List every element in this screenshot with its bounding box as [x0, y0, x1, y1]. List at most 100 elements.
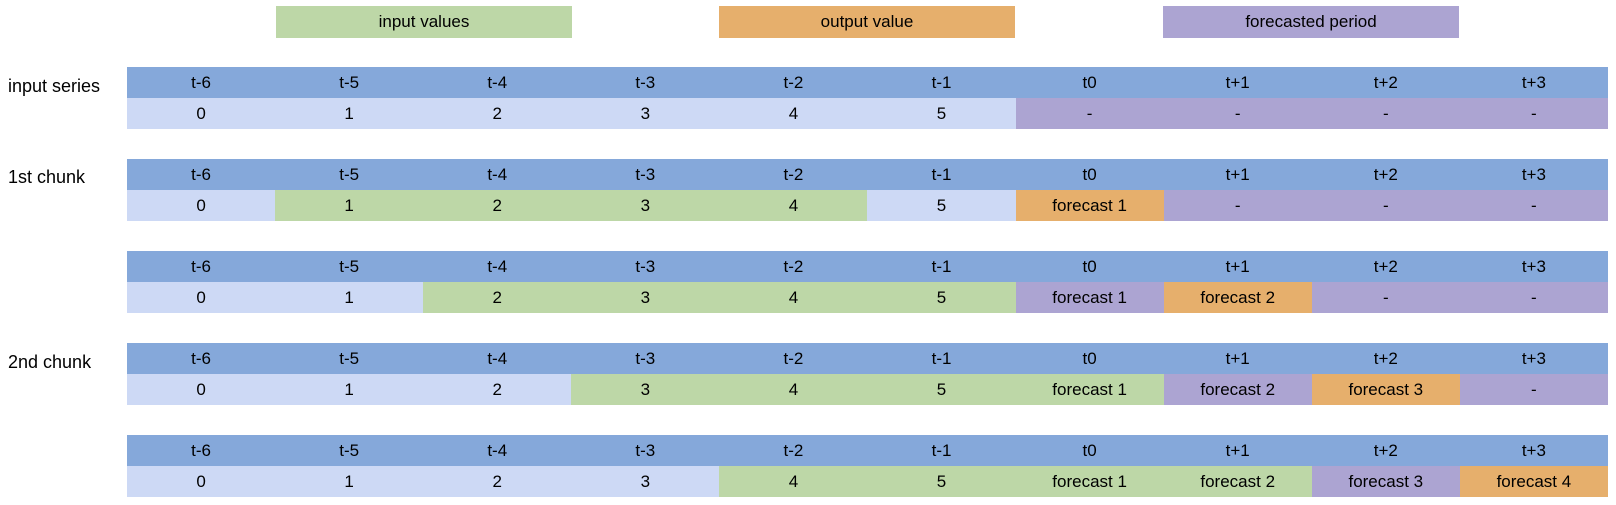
legend-input-values: input values — [276, 6, 572, 38]
value-cell-base: 2 — [423, 466, 572, 497]
time-header-cell: t-2 — [719, 435, 868, 466]
time-header-cell: t-3 — [571, 159, 720, 190]
sequence-block-4: t-6 t-5 t-4 t-3 t-2 t-1 t0 t+1 t+2 t+3 0 1 2 3 4 5 forec… — [127, 343, 1608, 405]
value-cell-input: forecast 1 — [1015, 374, 1164, 405]
time-header-cell: t-1 — [867, 67, 1016, 98]
time-header-row: t-6 t-5 t-4 t-3 t-2 t-1 t0 t+1 t+2 t+3 — [127, 251, 1608, 282]
value-cell-input: 4 — [719, 190, 868, 221]
value-cell-base: 0 — [127, 282, 276, 313]
value-cell-base: 3 — [571, 466, 720, 497]
value-cell-forecast: - — [1459, 98, 1608, 129]
value-cell-base: 1 — [275, 466, 424, 497]
value-cell-forecast: forecast 3 — [1311, 466, 1460, 497]
time-header-row: t-6 t-5 t-4 t-3 t-2 t-1 t0 t+1 t+2 t+3 — [127, 67, 1608, 98]
value-cell-base: 0 — [127, 98, 276, 129]
time-header-cell: t-3 — [571, 251, 720, 282]
legend-output-value: output value — [719, 6, 1015, 38]
time-header-row: t-6 t-5 t-4 t-3 t-2 t-1 t0 t+1 t+2 t+3 — [127, 343, 1608, 374]
time-header-cell: t+3 — [1459, 251, 1608, 282]
time-header-cell: t-5 — [275, 67, 424, 98]
time-header-cell: t0 — [1015, 343, 1164, 374]
time-header-cell: t-4 — [423, 159, 572, 190]
value-cell-forecast: - — [1459, 190, 1608, 221]
time-header-row: t-6 t-5 t-4 t-3 t-2 t-1 t0 t+1 t+2 t+3 — [127, 435, 1608, 466]
value-cell-base: 5 — [867, 190, 1016, 221]
value-cell-input: 2 — [423, 190, 572, 221]
value-cell-forecast: - — [1311, 190, 1460, 221]
time-header-cell: t+3 — [1459, 67, 1608, 98]
value-cell-input: forecast 1 — [1015, 466, 1164, 497]
time-header-cell: t-3 — [571, 343, 720, 374]
value-cell-input: 3 — [571, 374, 720, 405]
value-cell-base: 1 — [275, 374, 424, 405]
time-header-cell: t-1 — [867, 159, 1016, 190]
value-cell-output: forecast 1 — [1015, 190, 1164, 221]
time-header-cell: t-5 — [275, 159, 424, 190]
value-cell-input: 5 — [867, 374, 1016, 405]
time-header-cell: t+3 — [1459, 435, 1608, 466]
value-cell-input: 5 — [867, 466, 1016, 497]
time-header-cell: t0 — [1015, 159, 1164, 190]
value-cell-base: 1 — [275, 98, 424, 129]
value-cell-input: 3 — [571, 190, 720, 221]
value-cell-input: 4 — [719, 466, 868, 497]
time-header-cell: t+1 — [1163, 251, 1312, 282]
value-cell-input: forecast 2 — [1163, 466, 1312, 497]
time-header-cell: t-6 — [127, 435, 276, 466]
value-cell-input: 4 — [719, 282, 868, 313]
time-header-cell: t-2 — [719, 159, 868, 190]
value-cell-base: 2 — [423, 98, 572, 129]
time-header-cell: t+3 — [1459, 343, 1608, 374]
value-cell-forecast: forecast 2 — [1163, 374, 1312, 405]
time-header-row: t-6 t-5 t-4 t-3 t-2 t-1 t0 t+1 t+2 t+3 — [127, 159, 1608, 190]
value-cell-input: 2 — [423, 282, 572, 313]
time-header-cell: t-2 — [719, 67, 868, 98]
time-header-cell: t+2 — [1311, 159, 1460, 190]
value-row: 0 1 2 3 4 5 forecast 1 forecast 2-- — [127, 282, 1608, 313]
sequence-block-2: t-6 t-5 t-4 t-3 t-2 t-1 t0 t+1 t+2 t+3 0 1 2 3 4 5 forec… — [127, 159, 1608, 221]
value-cell-forecast: - — [1163, 98, 1312, 129]
time-header-cell: t+1 — [1163, 159, 1312, 190]
time-header-cell: t-5 — [275, 251, 424, 282]
time-header-cell: t-5 — [275, 435, 424, 466]
value-cell-output: forecast 4 — [1459, 466, 1608, 497]
time-header-cell: t-3 — [571, 67, 720, 98]
row-label-2nd-chunk: 2nd chunk — [8, 351, 92, 372]
value-cell-input: 3 — [571, 282, 720, 313]
value-cell-forecast: - — [1459, 282, 1608, 313]
row-label-input-series: input series — [8, 75, 101, 96]
time-header-cell: t+2 — [1311, 251, 1460, 282]
value-cell-base: 5 — [867, 98, 1016, 129]
time-header-cell: t-6 — [127, 343, 276, 374]
time-header-cell: t-2 — [719, 343, 868, 374]
sequence-block-5: t-6 t-5 t-4 t-3 t-2 t-1 t0 t+1 t+2 t+3 0 1 2 3 4 5 forec… — [127, 435, 1608, 497]
time-header-cell: t-6 — [127, 159, 276, 190]
time-header-cell: t+3 — [1459, 159, 1608, 190]
value-cell-input: 1 — [275, 190, 424, 221]
value-row: 0 1 2 3 4 5 forecast 1--- — [127, 190, 1608, 221]
value-cell-forecast: - — [1311, 98, 1460, 129]
time-header-cell: t-6 — [127, 67, 276, 98]
time-header-cell: t-5 — [275, 343, 424, 374]
value-cell-base: 0 — [127, 374, 276, 405]
legend-forecasted-period: forecasted period — [1163, 6, 1459, 38]
time-header-cell: t-4 — [423, 435, 572, 466]
value-cell-forecast: - — [1015, 98, 1164, 129]
sequence-block-3: t-6 t-5 t-4 t-3 t-2 t-1 t0 t+1 t+2 t+3 0 1 2 3 4 5 forec… — [127, 251, 1608, 313]
time-header-cell: t-1 — [867, 343, 1016, 374]
value-cell-output: forecast 2 — [1163, 282, 1312, 313]
value-cell-output: forecast 3 — [1311, 374, 1460, 405]
value-cell-base: 0 — [127, 466, 276, 497]
value-cell-forecast: - — [1311, 282, 1460, 313]
time-header-cell: t0 — [1015, 435, 1164, 466]
time-header-cell: t0 — [1015, 251, 1164, 282]
time-header-cell: t-4 — [423, 251, 572, 282]
time-header-cell: t-1 — [867, 251, 1016, 282]
time-header-cell: t-2 — [719, 251, 868, 282]
time-header-cell: t+1 — [1163, 435, 1312, 466]
time-header-cell: t+1 — [1163, 67, 1312, 98]
value-cell-base: 4 — [719, 98, 868, 129]
time-header-cell: t-6 — [127, 251, 276, 282]
time-header-cell: t-4 — [423, 343, 572, 374]
